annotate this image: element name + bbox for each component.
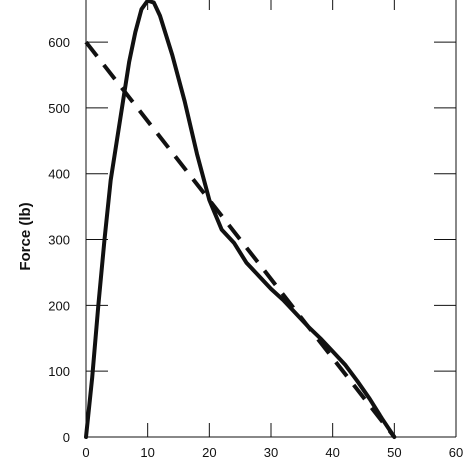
y-axis-title: Force (lb) [17,202,34,270]
y-tick-label-600: 600 [48,35,70,50]
x-tick-label-30: 30 [264,445,278,460]
ticks-group [85,0,457,438]
x-tick-label-40: 40 [325,445,339,460]
y-tick-label-500: 500 [48,101,70,116]
y-tick-label-300: 300 [48,233,70,248]
series-line-dashed [84,40,396,439]
y-tick-label-100: 100 [48,364,70,379]
x-tick-label-0: 0 [82,445,89,460]
x-tick-label-20: 20 [202,445,216,460]
series-line-solid [84,0,397,439]
plot-frame [85,0,457,438]
x-tick-label-60: 60 [449,445,463,460]
y-tick-label-400: 400 [48,167,70,182]
tick-labels-group: 0 100 200 300 400 500 600 0 10 20 30 40 50 60 [48,35,463,460]
y-tick-label-200: 200 [48,298,70,313]
x-tick-label-50: 50 [387,445,401,460]
series-group [84,0,397,439]
x-tick-label-10: 10 [140,445,154,460]
y-tick-label-0: 0 [63,430,70,445]
